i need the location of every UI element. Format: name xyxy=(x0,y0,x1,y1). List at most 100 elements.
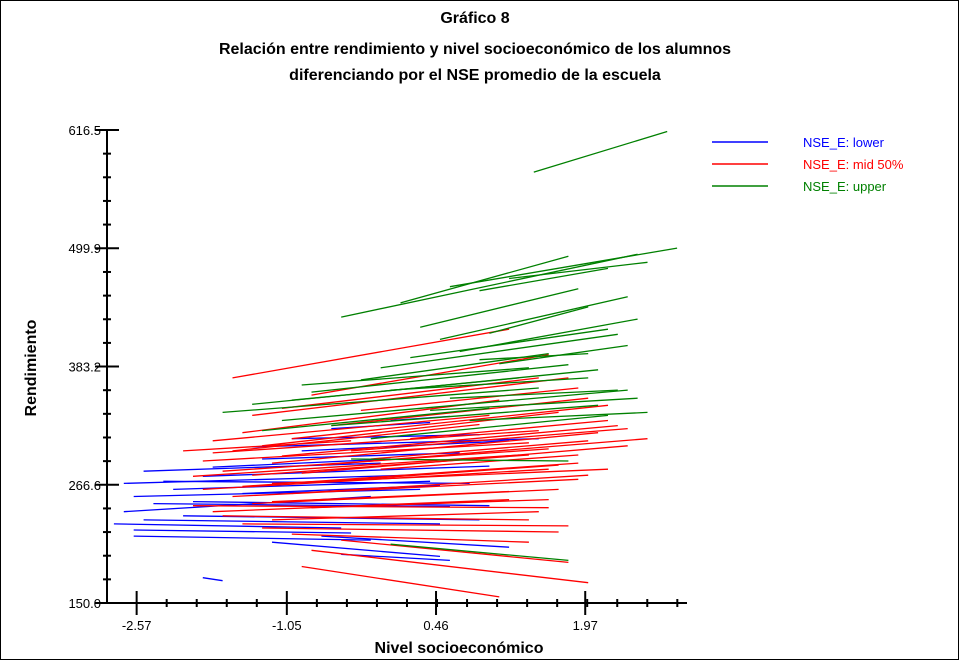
legend-label: NSE_E: mid 50% xyxy=(803,157,904,172)
regression-line xyxy=(479,352,589,361)
regression-line xyxy=(143,519,441,525)
regression-line xyxy=(380,454,579,470)
chart-subtitle-line-2: diferenciando por el NSE promedio de la … xyxy=(289,67,661,84)
regression-line xyxy=(509,261,648,280)
regression-line xyxy=(331,404,599,427)
regression-line xyxy=(242,523,569,527)
regression-line xyxy=(351,427,628,452)
regression-line xyxy=(212,414,490,442)
regression-line xyxy=(341,253,638,318)
y-axis-label: Rendimiento xyxy=(23,319,40,416)
regression-line xyxy=(390,377,589,391)
regression-line xyxy=(331,397,589,427)
regression-line xyxy=(311,498,549,509)
y-tick-label: 150.0 xyxy=(68,596,101,611)
regression-line xyxy=(370,440,589,460)
regression-line xyxy=(479,267,609,292)
regression-line xyxy=(360,387,579,412)
regression-line xyxy=(380,333,618,369)
x-tick-label: -2.57 xyxy=(122,618,152,633)
regression-line xyxy=(232,423,480,452)
series-group-0 xyxy=(113,415,539,582)
series-group-2 xyxy=(222,130,678,562)
chart-subtitle-line-1: Relación entre rendimiento y nivel socio… xyxy=(219,41,731,58)
x-tick-label: -1.05 xyxy=(272,618,302,633)
y-tick-label: 266.6 xyxy=(68,478,101,493)
regression-line xyxy=(449,247,678,288)
regression-line xyxy=(133,488,421,498)
regression-line xyxy=(202,577,223,582)
axes: 150.0 266.6 383.2 499.9 616.5 -2.57 -1.05 0.46 1… xyxy=(68,123,687,633)
chart-title: Gráfico 8 xyxy=(440,10,509,27)
legend: NSE_E: lower NSE_E: mid 50% NSE_E: upper xyxy=(712,135,904,194)
regression-line xyxy=(390,543,569,562)
regression-line xyxy=(351,458,569,462)
regression-line xyxy=(281,424,618,457)
x-axis-label: Nivel socioeconómico xyxy=(375,640,544,657)
regression-line xyxy=(321,438,648,466)
regression-line xyxy=(410,328,609,359)
regression-line xyxy=(232,478,579,498)
regression-line xyxy=(202,468,549,491)
x-tick-label: 1.97 xyxy=(573,618,598,633)
regression-line xyxy=(262,527,559,533)
regression-line xyxy=(271,468,609,485)
regression-line xyxy=(123,474,411,485)
regression-line xyxy=(430,397,638,412)
regression-line xyxy=(291,474,589,495)
x-tick-label: 0.46 xyxy=(423,618,448,633)
regression-line xyxy=(262,407,490,432)
y-tick-label: 499.9 xyxy=(68,241,101,256)
regression-line xyxy=(212,458,391,468)
y-tick-label: 383.2 xyxy=(68,360,101,375)
regression-line xyxy=(212,429,539,454)
regression-line xyxy=(271,511,539,521)
regression-line xyxy=(533,130,668,173)
regression-line xyxy=(331,464,559,482)
regression-line xyxy=(449,389,618,399)
regression-line xyxy=(281,389,628,422)
regression-line xyxy=(400,255,569,304)
regression-line xyxy=(192,454,520,477)
regression-line xyxy=(202,465,490,477)
regression-line xyxy=(222,515,529,521)
legend-label: NSE_E: upper xyxy=(803,179,887,194)
regression-line xyxy=(153,502,450,508)
regression-line xyxy=(232,328,510,379)
regression-line xyxy=(301,565,500,598)
regression-line xyxy=(271,490,510,503)
regression-line xyxy=(202,442,529,462)
regression-line xyxy=(420,288,579,328)
regression-line xyxy=(222,387,539,414)
regression-line xyxy=(133,529,352,534)
regression-line xyxy=(133,535,371,541)
regression-line xyxy=(341,539,569,564)
regression-line xyxy=(252,369,599,405)
regression-line xyxy=(291,404,609,440)
y-tick-label: 616.5 xyxy=(68,123,101,138)
regression-line xyxy=(311,364,569,393)
regression-line xyxy=(143,462,381,472)
regression-line xyxy=(469,411,648,422)
regression-line xyxy=(311,549,589,584)
regression-line xyxy=(301,367,529,386)
legend-label: NSE_E: lower xyxy=(803,135,885,150)
regression-line xyxy=(192,500,490,507)
regression-line xyxy=(192,505,549,509)
regression-line xyxy=(489,306,589,334)
regression-line xyxy=(271,541,441,558)
regression-line xyxy=(113,523,342,529)
regression-line xyxy=(370,414,609,440)
data-lines xyxy=(113,130,678,598)
regression-line xyxy=(439,296,628,341)
regression-line xyxy=(291,533,529,543)
regression-line xyxy=(183,440,352,452)
regression-line xyxy=(301,440,510,452)
regression-line xyxy=(252,454,529,476)
series-group-1 xyxy=(183,328,648,598)
regression-line xyxy=(410,419,609,440)
regression-line xyxy=(262,411,559,447)
regression-line xyxy=(321,535,510,548)
regression-line xyxy=(252,377,569,417)
